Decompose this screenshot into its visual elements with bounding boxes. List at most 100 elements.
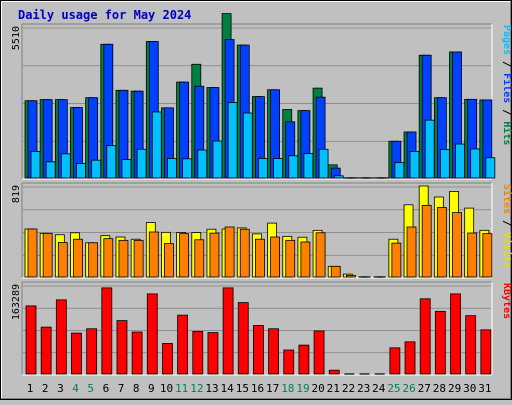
x-tick-label: 23 bbox=[357, 382, 370, 395]
bar-sites-day-7 bbox=[118, 239, 129, 278]
bar-pages-day-13 bbox=[212, 140, 223, 179]
x-tick-label: 28 bbox=[433, 382, 446, 395]
series-sites bbox=[27, 204, 493, 278]
bar-kbytes-day-26 bbox=[404, 341, 416, 375]
x-tick-label: 30 bbox=[463, 382, 476, 395]
bar-sites-day-19 bbox=[300, 241, 311, 278]
max-value-label: 819 bbox=[11, 185, 22, 203]
bar-sites-day-26 bbox=[406, 226, 417, 278]
x-tick-label: 2 bbox=[42, 382, 49, 395]
bar-pages-day-14 bbox=[227, 102, 238, 179]
bar-pages-day-7 bbox=[121, 159, 132, 179]
bar-kbytes-day-3 bbox=[55, 299, 67, 375]
chart-panels: 5510 Pages / Files / Hits 819 Sites / Visit… bbox=[11, 13, 512, 376]
bar-kbytes-day-17 bbox=[268, 328, 279, 375]
bar-pages-day-21 bbox=[333, 175, 344, 179]
bar-sites-day-5 bbox=[88, 242, 99, 278]
bar-kbytes-day-9 bbox=[146, 293, 158, 375]
bar-kbytes-day-7 bbox=[116, 320, 128, 375]
x-tick-label: 18 bbox=[281, 382, 294, 395]
bar-pages-day-29 bbox=[455, 143, 465, 179]
bar-kbytes-day-30 bbox=[465, 315, 477, 375]
bar-kbytes-day-6 bbox=[101, 287, 113, 375]
x-tick-label: 26 bbox=[402, 382, 415, 395]
x-tick-label: 11 bbox=[175, 382, 188, 395]
bar-sites-day-12 bbox=[194, 239, 205, 278]
x-tick-label: 7 bbox=[118, 382, 125, 395]
x-tick-label: 27 bbox=[418, 382, 431, 395]
bar-sites-day-1 bbox=[27, 228, 38, 278]
bar-sites-day-29 bbox=[452, 212, 462, 278]
legend-visits-sites: Sites / Visits bbox=[501, 184, 512, 268]
bar-kbytes-day-14 bbox=[222, 287, 234, 375]
x-tick-label: 16 bbox=[251, 382, 264, 395]
x-tick-label: 21 bbox=[327, 382, 340, 395]
bar-kbytes-day-11 bbox=[177, 314, 189, 375]
x-tick-label: 15 bbox=[236, 382, 249, 395]
bar-sites-day-28 bbox=[436, 207, 447, 278]
legend-entry: / bbox=[501, 214, 512, 232]
bar-sites-day-31 bbox=[482, 233, 493, 278]
bar-kbytes-day-16 bbox=[253, 325, 264, 375]
bar-kbytes-day-29 bbox=[450, 293, 461, 375]
bar-pages-day-27 bbox=[424, 119, 435, 179]
x-tick-label: 10 bbox=[160, 382, 173, 395]
x-tick-label: 8 bbox=[133, 382, 140, 395]
bar-sites-day-30 bbox=[467, 232, 478, 278]
bar-sites-day-22 bbox=[345, 274, 356, 278]
x-tick-label: 6 bbox=[103, 382, 110, 395]
legend-entry: Files bbox=[501, 73, 512, 103]
bar-kbytes-day-27 bbox=[419, 298, 431, 375]
bar-pages-day-12 bbox=[197, 149, 208, 179]
bar-sites-day-6 bbox=[103, 238, 114, 278]
bar-pages-day-3 bbox=[60, 153, 71, 179]
x-tick-label: 13 bbox=[205, 382, 218, 395]
chart-title: Daily usage for May 2024 bbox=[18, 8, 191, 22]
bar-sites-day-8 bbox=[133, 239, 144, 278]
x-tick-label: 3 bbox=[57, 382, 64, 395]
series-kbytes bbox=[25, 287, 492, 375]
bar-sites-day-10 bbox=[164, 243, 174, 278]
series-files bbox=[27, 39, 493, 179]
x-tick-label: 9 bbox=[148, 382, 155, 395]
panel-hits-files-pages: 5510 Pages / Files / Hits bbox=[11, 13, 512, 180]
legend-entry: / bbox=[501, 55, 512, 73]
legend-entry: Pages bbox=[501, 25, 512, 55]
bar-pages-day-28 bbox=[439, 149, 450, 179]
bar-pages-day-15 bbox=[242, 112, 253, 179]
x-tick-label: 5 bbox=[87, 382, 94, 395]
legend-entry: Visits bbox=[501, 232, 512, 268]
bar-kbytes-day-18 bbox=[283, 349, 295, 375]
x-tick-label: 12 bbox=[190, 382, 203, 395]
bar-kbytes-day-20 bbox=[313, 330, 325, 375]
bar-sites-day-21 bbox=[330, 265, 341, 278]
x-tick-label: 4 bbox=[72, 382, 79, 395]
bar-pages-day-25 bbox=[394, 162, 405, 179]
x-tick-label: 20 bbox=[312, 382, 325, 395]
max-value-label: 5510 bbox=[11, 26, 22, 50]
bar-sites-day-27 bbox=[421, 204, 432, 278]
bar-kbytes-day-4 bbox=[71, 332, 82, 375]
bar-kbytes-day-12 bbox=[192, 331, 204, 375]
bar-pages-day-30 bbox=[470, 148, 481, 179]
x-tick-label: 22 bbox=[342, 382, 355, 395]
bar-sites-day-15 bbox=[239, 228, 250, 278]
bar-kbytes-day-31 bbox=[480, 329, 492, 375]
bar-kbytes-day-5 bbox=[86, 328, 98, 375]
bar-pages-day-17 bbox=[273, 158, 283, 179]
max-value-label: 163289 bbox=[11, 284, 22, 320]
bar-sites-day-13 bbox=[209, 232, 220, 278]
bar-kbytes-day-10 bbox=[162, 343, 173, 375]
legend-entry: KBytes bbox=[501, 283, 512, 319]
bar-sites-day-3 bbox=[57, 242, 68, 278]
bar-sites-day-11 bbox=[179, 233, 190, 278]
legend-entry: Sites bbox=[501, 184, 512, 214]
series-pages bbox=[30, 102, 496, 179]
bar-pages-day-20 bbox=[318, 148, 329, 179]
x-tick-label: 1 bbox=[27, 382, 34, 395]
legend-entry: Hits bbox=[501, 121, 512, 145]
bar-pages-day-1 bbox=[30, 151, 41, 179]
bar-kbytes-day-8 bbox=[131, 331, 143, 375]
bar-kbytes-day-19 bbox=[298, 344, 310, 375]
